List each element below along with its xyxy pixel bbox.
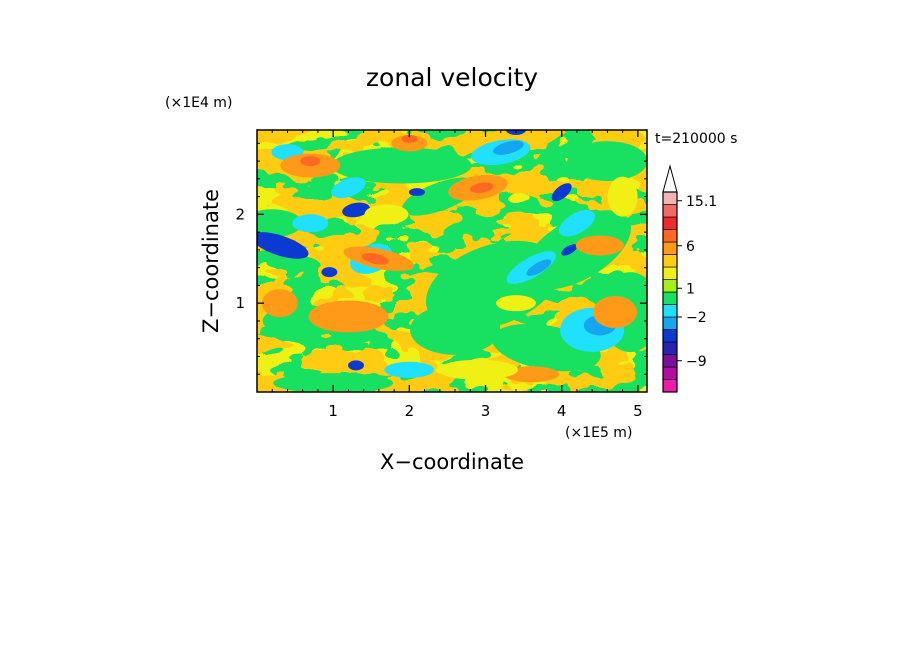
colorbar-level (662, 304, 678, 318)
contour-band-blue (257, 232, 309, 259)
contour-bands (257, 130, 647, 392)
x-tick-label: 1 (328, 402, 338, 420)
contour-band-cyan (558, 210, 595, 237)
contour-band-orange (391, 135, 428, 152)
x-tick-label: 5 (633, 402, 643, 420)
x-tick-label: 4 (557, 402, 567, 420)
contour-band-darkorange (300, 156, 321, 167)
contour-band-orange (575, 235, 624, 256)
contour-band (567, 141, 647, 182)
contour-band-darkorange (401, 134, 418, 143)
x-tick-label: 2 (405, 402, 415, 420)
colorbar-level (662, 266, 678, 280)
chart-title: zonal velocity (366, 63, 538, 92)
x-tick-label: 3 (481, 402, 491, 420)
y-tick-label: 1 (235, 294, 245, 312)
contour-field (257, 130, 647, 392)
contour-band-blue (408, 188, 425, 197)
contour-band-darkorange (361, 253, 389, 265)
colorbar-level (662, 291, 678, 305)
contour-band-blue (561, 244, 578, 256)
contour-band (410, 304, 501, 355)
contour-band-orange (308, 300, 389, 333)
contour-band-yellow (495, 295, 536, 312)
contour-band (331, 147, 472, 184)
y-axis-unit: (×1E4 m) (165, 95, 232, 111)
colorbar-frame (662, 191, 678, 393)
contour-band-cyan (292, 214, 329, 233)
colorbar-label: 1 (686, 281, 695, 297)
contour-band (522, 210, 632, 290)
contour-band-blue (342, 202, 370, 218)
x-axis-label: X−coordinate (380, 450, 524, 474)
x-axis-unit: (×1E5 m) (565, 425, 632, 441)
y-axis-ticks: 12 (235, 142, 647, 375)
plot-frame (256, 129, 648, 393)
colorbar-level (662, 354, 678, 368)
contour-band-lightblue (492, 140, 524, 155)
time-label: t=210000 s (655, 131, 737, 147)
contour-band-yellow (364, 204, 409, 225)
colorbar-level (662, 329, 678, 343)
colorbar-level (662, 191, 678, 205)
colorbar-level (662, 341, 678, 355)
colorbar-label: −2 (686, 310, 707, 326)
contour-band-yellow (437, 359, 518, 380)
colorbar-level (662, 279, 678, 293)
contour-band-orange (593, 296, 638, 329)
y-tick-label: 2 (235, 205, 245, 223)
contour-band-orange (261, 289, 298, 318)
colorbar-level (662, 216, 678, 230)
colorbar-level (662, 254, 678, 268)
contour-band-cyan (384, 361, 435, 378)
colorbar-level (662, 379, 678, 393)
colorbar-level (662, 229, 678, 243)
contour-band-cyan (331, 177, 366, 199)
contour-band (257, 209, 303, 238)
contour-band-darkorange (469, 182, 494, 194)
colorbar-level (662, 204, 678, 218)
contour-band-yellow (607, 176, 638, 217)
contour-band-lightblue (526, 259, 552, 276)
colorbar: −9 −2 1 6 15.1 (662, 164, 717, 393)
contour-band-blue (551, 183, 572, 202)
colorbar-level (662, 366, 678, 380)
colorbar-label: −9 (686, 354, 707, 370)
colorbar-label: 15.1 (686, 194, 717, 210)
colorbar-level (662, 241, 678, 255)
x-axis-ticks: 1 2 3 4 5 (271, 130, 643, 420)
colorbar-label: 6 (686, 239, 695, 255)
y-axis-label: Z−coordinate (199, 189, 223, 333)
contour-band (273, 373, 394, 392)
contour-band-blue (321, 267, 338, 278)
contour-band-blue (348, 360, 365, 371)
colorbar-extend-arrow (662, 164, 678, 193)
colorbar-level (662, 316, 678, 330)
